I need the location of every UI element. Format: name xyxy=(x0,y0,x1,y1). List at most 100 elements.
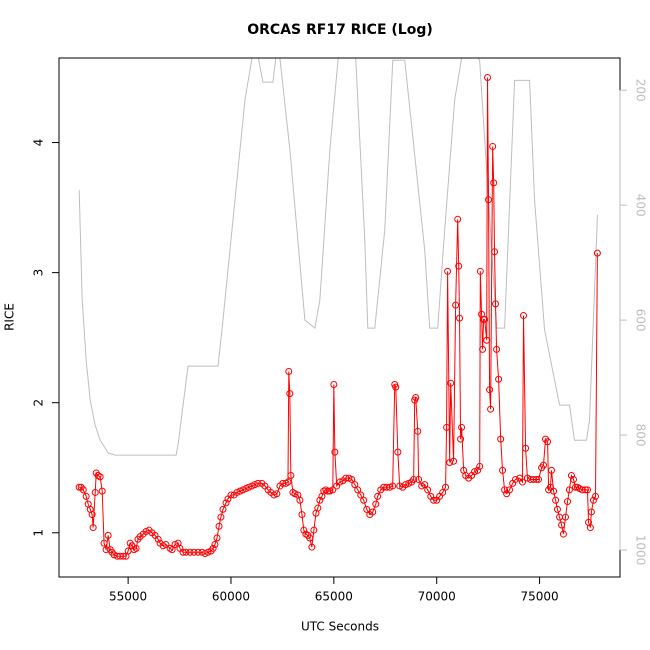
data-point xyxy=(186,548,194,556)
y2-tick-label: 1000 xyxy=(634,535,648,566)
data-point xyxy=(102,546,110,554)
y-tick-label: 1 xyxy=(32,529,46,537)
x-tick-label: 65000 xyxy=(315,590,353,604)
data-point xyxy=(331,448,339,456)
data-point xyxy=(421,481,429,489)
data-point xyxy=(79,486,87,494)
data-point xyxy=(592,492,600,500)
data-point xyxy=(369,508,377,516)
data-point xyxy=(446,459,454,467)
y2-tick-label: 600 xyxy=(634,309,648,332)
data-point xyxy=(587,508,595,516)
data-point xyxy=(511,475,519,483)
data-point xyxy=(402,481,410,489)
data-point xyxy=(251,481,259,489)
data-point xyxy=(490,179,498,187)
data-point xyxy=(194,548,202,556)
data-point xyxy=(410,475,418,483)
data-point xyxy=(296,496,304,504)
data-point xyxy=(254,479,262,487)
data-point xyxy=(154,535,162,543)
data-point xyxy=(279,479,287,487)
data-point xyxy=(245,483,253,491)
data-point xyxy=(578,486,586,494)
data-point xyxy=(287,472,295,480)
y2-tick-label: 800 xyxy=(634,424,648,447)
data-point xyxy=(162,540,170,548)
data-point xyxy=(457,435,465,443)
data-point xyxy=(530,475,538,483)
data-point xyxy=(430,496,438,504)
data-point xyxy=(217,513,225,521)
series-line xyxy=(78,58,598,456)
data-point xyxy=(286,390,294,398)
data-point xyxy=(308,543,316,551)
data-point xyxy=(351,481,359,489)
data-point xyxy=(442,483,450,491)
data-point xyxy=(357,491,365,499)
data-point xyxy=(544,438,552,446)
data-point xyxy=(213,534,221,542)
data-point xyxy=(561,513,569,521)
data-point xyxy=(486,386,494,394)
data-point xyxy=(481,315,489,323)
data-point xyxy=(458,423,466,431)
data-point xyxy=(414,427,422,435)
data-point xyxy=(182,548,190,556)
data-point xyxy=(354,486,362,494)
data-point xyxy=(392,383,400,391)
data-point xyxy=(491,248,499,256)
data-point xyxy=(506,486,514,494)
x-axis-label: UTC Seconds xyxy=(301,620,379,634)
data-point xyxy=(572,483,580,491)
data-point xyxy=(372,500,380,508)
data-point xyxy=(501,486,509,494)
data-point xyxy=(394,448,402,456)
data-point xyxy=(88,511,96,519)
data-point xyxy=(211,540,219,548)
data-point xyxy=(190,548,198,556)
data-point xyxy=(497,435,505,443)
data-point xyxy=(518,478,526,486)
y-tick-label: 3 xyxy=(32,269,46,277)
data-point xyxy=(326,487,334,495)
data-point xyxy=(499,466,507,474)
plot-box xyxy=(58,57,621,578)
data-point xyxy=(484,74,492,82)
data-point xyxy=(418,482,426,490)
data-point xyxy=(89,524,97,532)
data-point xyxy=(330,380,338,388)
data-point xyxy=(227,491,235,499)
data-point xyxy=(179,548,187,556)
x-tick-label: 70000 xyxy=(418,590,456,604)
data-point xyxy=(485,196,493,204)
data-point xyxy=(219,505,227,513)
data-point xyxy=(336,478,344,486)
data-point xyxy=(532,475,540,483)
x-tick-label: 55000 xyxy=(109,590,147,604)
data-point xyxy=(443,423,451,431)
data-point xyxy=(82,492,90,500)
data-point xyxy=(495,375,503,383)
data-point xyxy=(535,475,543,483)
data-point xyxy=(98,487,106,495)
data-point xyxy=(471,468,479,476)
data-point xyxy=(589,496,597,504)
data-point xyxy=(91,488,99,496)
data-point xyxy=(487,405,495,413)
data-point xyxy=(360,496,368,504)
y-axis-label: RICE xyxy=(3,303,17,331)
data-point xyxy=(520,312,528,320)
data-point xyxy=(493,345,501,353)
data-point xyxy=(558,521,566,529)
data-point xyxy=(522,444,530,452)
data-point xyxy=(363,505,371,513)
data-point xyxy=(593,249,601,257)
data-point xyxy=(100,539,108,547)
data-point xyxy=(567,472,575,480)
data-point xyxy=(581,486,589,494)
data-point xyxy=(374,492,382,500)
data-point xyxy=(454,215,462,223)
data-point xyxy=(329,486,337,494)
y-tick-label: 4 xyxy=(32,139,46,147)
